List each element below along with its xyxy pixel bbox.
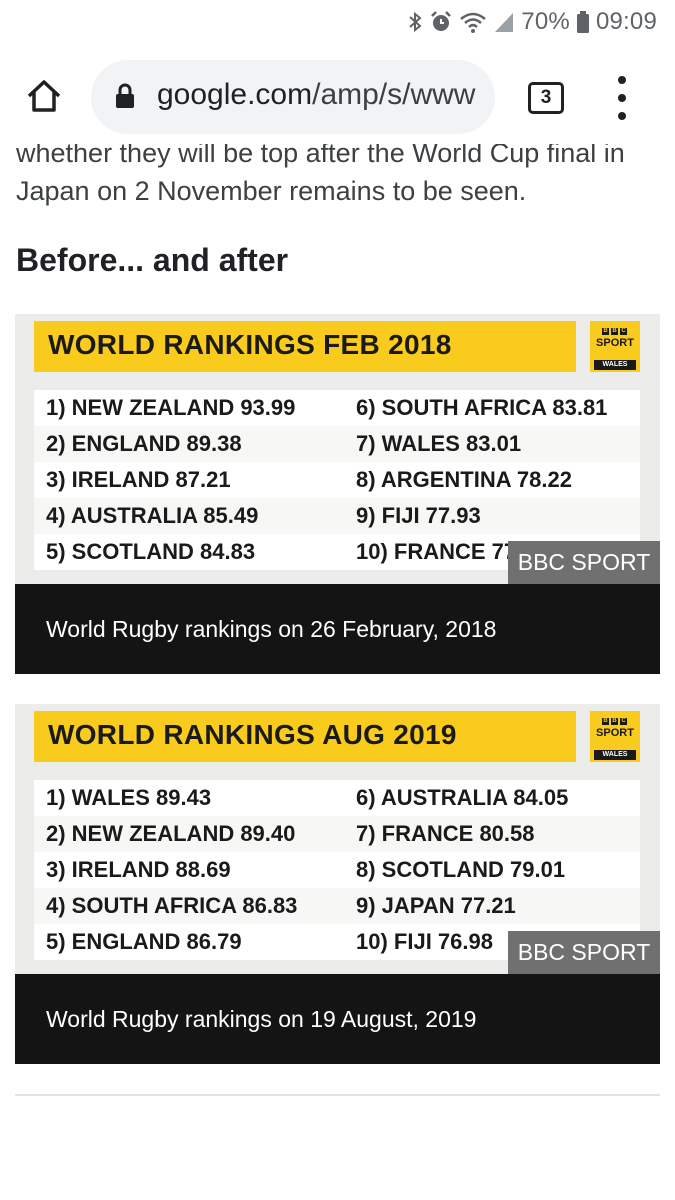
caption-text: World Rugby rankings on 19 August, 2019	[46, 1006, 477, 1032]
status-bar: 70% 09:09	[0, 0, 675, 44]
ranking-entry: 9) FIJI 77.93	[356, 503, 481, 528]
rankings-row: 3) IRELAND 88.69 8) SCOTLAND 79.01	[34, 852, 640, 888]
battery-percent: 70%	[521, 8, 570, 35]
ranking-entry: 8) SCOTLAND 79.01	[356, 857, 566, 882]
battery-icon	[576, 10, 590, 34]
wifi-icon	[459, 10, 487, 34]
ranking-entry: 2) ENGLAND 89.38	[46, 431, 242, 456]
overflow-menu-button[interactable]	[612, 76, 632, 120]
tab-switcher-button[interactable]: 3	[528, 82, 564, 114]
ranking-entry: 6) AUSTRALIA 84.05	[356, 785, 569, 810]
ranking-entry: 7) FRANCE 80.58	[356, 821, 535, 846]
bbc-logo-sport: SPORT	[596, 337, 634, 349]
address-bar[interactable]: google.com/amp/s/www	[91, 60, 495, 134]
ranking-entry: 1) WALES 89.43	[46, 785, 212, 810]
bluetooth-icon	[407, 10, 423, 34]
ranking-entry: 5) SCOTLAND 84.83	[46, 539, 256, 564]
clock: 09:09	[595, 8, 657, 35]
rankings-table: 1) WALES 89.43 6) AUSTRALIA 84.05 2) NEW…	[34, 780, 640, 960]
ranking-entry: 9) JAPAN 77.21	[356, 893, 516, 918]
rankings-banner: WORLD RANKINGS FEB 2018	[34, 321, 576, 372]
rankings-row: 5) ENGLAND 86.79 10) FIJI 76.98	[34, 924, 640, 960]
menu-dot-icon	[618, 76, 626, 84]
browser-toolbar: google.com/amp/s/www 3	[0, 44, 675, 144]
bbc-sport-watermark: BBC SPORT	[508, 931, 660, 974]
rankings-row: 2) NEW ZEALAND 89.40 7) FRANCE 80.58	[34, 816, 640, 852]
caption-text: World Rugby rankings on 26 February, 201…	[46, 616, 497, 642]
ranking-entry: 1) NEW ZEALAND 93.99	[46, 395, 296, 420]
status-icons: 70% 09:09	[407, 8, 657, 36]
home-button[interactable]	[22, 74, 66, 118]
figure-caption: World Rugby rankings on 26 February, 201…	[15, 584, 660, 674]
url-path: /amp/s/www	[312, 78, 476, 111]
ranking-entry: 10) FIJI 76.98	[356, 929, 493, 954]
ranking-entry: 6) SOUTH AFRICA 83.81	[356, 395, 608, 420]
rankings-title: WORLD RANKINGS FEB 2018	[48, 329, 452, 360]
tab-count: 3	[540, 87, 552, 108]
rankings-row: 4) SOUTH AFRICA 86.83 9) JAPAN 77.21	[34, 888, 640, 924]
bbc-logo-wales: WALES	[594, 750, 636, 760]
ranking-entry: 5) ENGLAND 86.79	[46, 929, 242, 954]
rankings-banner: WORLD RANKINGS AUG 2019	[34, 711, 576, 762]
article-content: whether they will be top after the World…	[0, 144, 675, 1200]
ranking-entry: 3) IRELAND 87.21	[46, 467, 231, 492]
rankings-row: 1) WALES 89.43 6) AUSTRALIA 84.05	[34, 780, 640, 816]
bbc-logo-sport: SPORT	[596, 727, 634, 739]
ranking-entry: 8) ARGENTINA 78.22	[356, 467, 572, 492]
section-heading: Before... and after	[16, 242, 289, 278]
rankings-row: 2) ENGLAND 89.38 7) WALES 83.01	[34, 426, 640, 462]
menu-dot-icon	[618, 94, 626, 102]
bbc-sport-watermark: BBC SPORT	[508, 541, 660, 584]
ranking-entry: 7) WALES 83.01	[356, 431, 522, 456]
article-paragraph: whether they will be top after the World…	[16, 144, 625, 206]
rankings-row: 1) NEW ZEALAND 93.99 6) SOUTH AFRICA 83.…	[34, 390, 640, 426]
ranking-entry: 4) AUSTRALIA 85.49	[46, 503, 259, 528]
ranking-entry: 4) SOUTH AFRICA 86.83	[46, 893, 298, 918]
ranking-entry: 3) IRELAND 88.69	[46, 857, 231, 882]
rankings-row: 3) IRELAND 87.21 8) ARGENTINA 78.22	[34, 462, 640, 498]
home-icon	[27, 80, 61, 112]
bbc-logo-wales: WALES	[594, 360, 636, 370]
rankings-title: WORLD RANKINGS AUG 2019	[48, 719, 457, 750]
menu-dot-icon	[618, 112, 626, 120]
signal-icon	[493, 10, 515, 34]
ranking-entry: 2) NEW ZEALAND 89.40	[46, 821, 296, 846]
lock-icon	[115, 82, 135, 115]
content-divider	[15, 1094, 660, 1096]
rankings-row: 4) AUSTRALIA 85.49 9) FIJI 77.93	[34, 498, 640, 534]
url-host: google.com	[157, 78, 313, 111]
figure-caption: World Rugby rankings on 19 August, 2019	[15, 974, 660, 1064]
alarm-icon	[429, 10, 453, 34]
rankings-table: 1) NEW ZEALAND 93.99 6) SOUTH AFRICA 83.…	[34, 390, 640, 570]
url-text: google.com/amp/s/www	[157, 78, 475, 112]
